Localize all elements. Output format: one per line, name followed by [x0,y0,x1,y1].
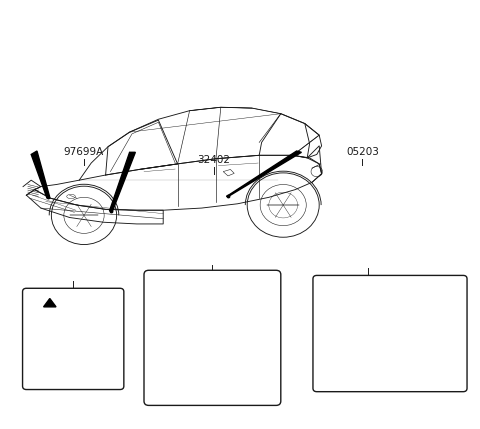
FancyBboxPatch shape [144,270,281,405]
Polygon shape [44,299,56,307]
FancyBboxPatch shape [313,275,467,392]
Polygon shape [109,152,135,211]
Polygon shape [223,169,234,176]
Polygon shape [227,151,301,196]
Text: 97699A: 97699A [64,147,104,157]
FancyBboxPatch shape [23,288,124,390]
Polygon shape [31,151,49,198]
Text: 05203: 05203 [346,147,379,157]
Text: 32402: 32402 [197,155,230,165]
